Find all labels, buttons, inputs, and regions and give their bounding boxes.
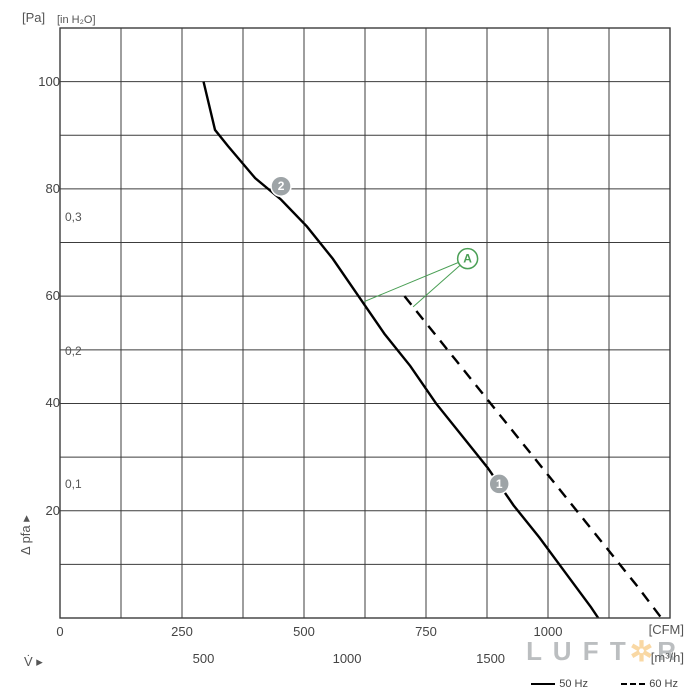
y1-tick: 40 <box>20 395 60 410</box>
legend-50hz: 50 Hz <box>531 678 588 690</box>
y2-tick: 0,1 <box>65 477 82 491</box>
x-cfm-tick: 250 <box>171 624 193 639</box>
x-cfm-tick: 750 <box>415 624 437 639</box>
x-axis-symbol: V̇ ▸ <box>24 654 43 670</box>
y2-tick: 0,3 <box>65 210 82 224</box>
y-axis-symbol: Δ pfa ▸ <box>18 515 34 555</box>
legend-60hz: 60 Hz <box>621 678 678 690</box>
watermark-logo: L U F T✲R <box>526 635 678 668</box>
y2-tick: 0,2 <box>65 344 82 358</box>
x-cfm-tick: 0 <box>56 624 63 639</box>
x-m3h-tick: 500 <box>193 651 215 666</box>
fan-curve-chart: 2 1 A <box>0 0 700 700</box>
x-cfm-tick: 500 <box>293 624 315 639</box>
y2-axis-unit: [in H₂O] <box>57 14 96 26</box>
y1-tick: 100 <box>20 74 60 89</box>
svg-text:1: 1 <box>496 477 503 491</box>
svg-text:A: A <box>463 252 472 266</box>
x-m3h-tick: 1500 <box>476 651 505 666</box>
x-m3h-tick: 1000 <box>333 651 362 666</box>
svg-text:2: 2 <box>278 179 285 193</box>
y1-tick: 80 <box>20 181 60 196</box>
y1-tick: 60 <box>20 288 60 303</box>
fan-icon: ✲ <box>630 635 655 668</box>
y1-axis-unit: [Pa] <box>22 10 45 25</box>
